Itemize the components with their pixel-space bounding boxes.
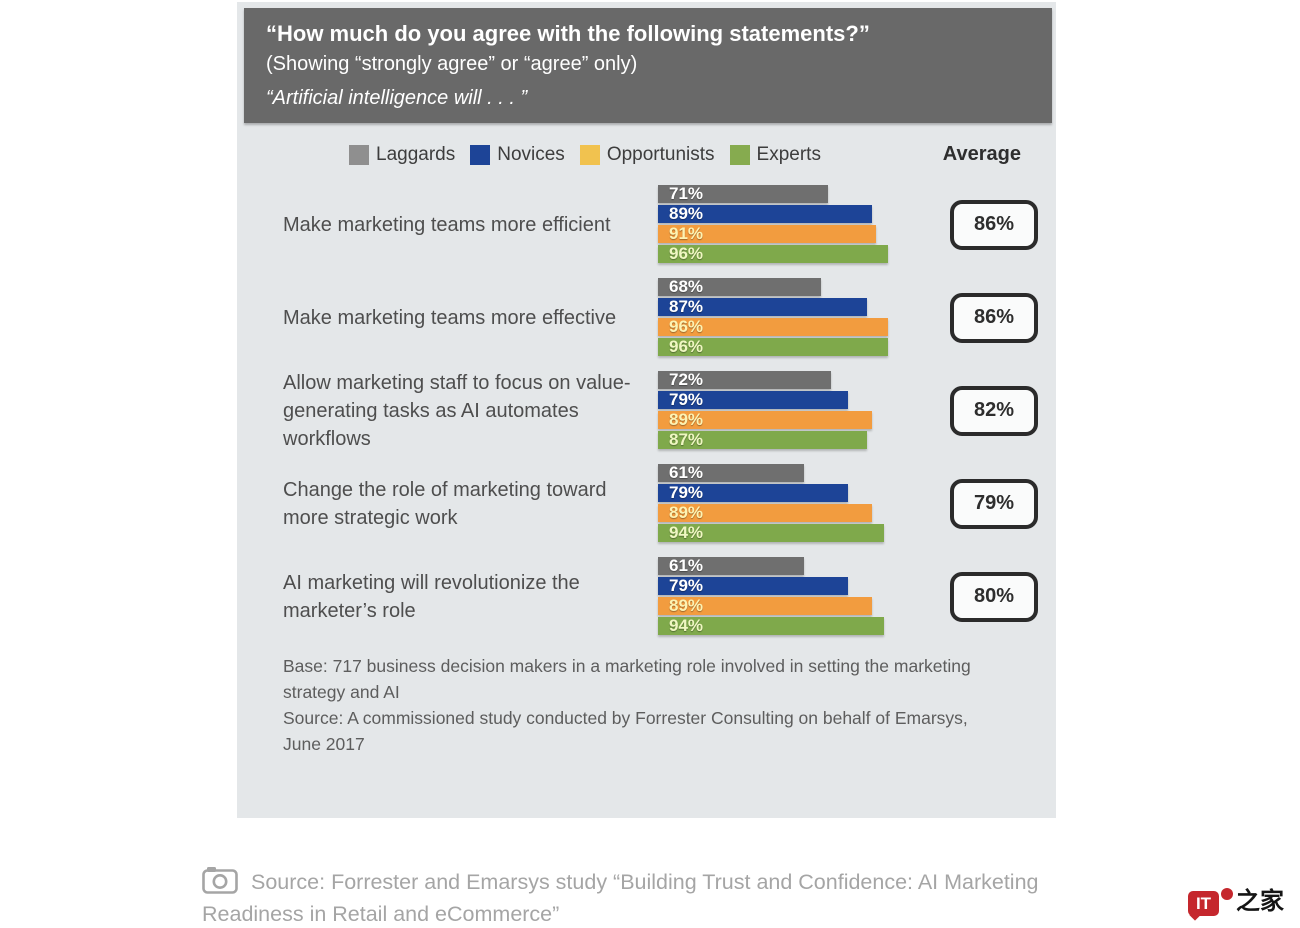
statement-label: AI marketing will revolutionize the mark…: [283, 571, 580, 622]
laggards-swatch-icon: [349, 144, 369, 165]
bar-value-label: 61%: [669, 555, 704, 575]
experts-swatch-icon: [729, 144, 750, 165]
bar-value-label: 96%: [669, 316, 704, 336]
legend-item-laggards: Laggards: [349, 144, 455, 166]
bar-opportunists: 89%: [658, 409, 872, 429]
bar-laggards: 68%: [658, 276, 822, 296]
legend-label: Opportunists: [606, 143, 715, 165]
chart-groups: Make marketing teams more efficient 71% 89…: [237, 178, 1056, 643]
bar-experts: 87%: [658, 429, 867, 449]
opportunists-swatch-icon: [579, 144, 600, 165]
bar-laggards: 61%: [658, 462, 805, 482]
bar-value-label: 89%: [669, 595, 704, 615]
bar-laggards: 71%: [658, 183, 829, 203]
bar-opportunists: 89%: [658, 502, 872, 522]
bar-value-label: 94%: [669, 615, 704, 635]
caption-text: Source: Forrester and Emarsys study “Bui…: [202, 870, 1039, 926]
ithome-watermark: IT 之家: [1188, 886, 1284, 921]
bar-novices: 79%: [658, 575, 848, 595]
ithome-logo-dot-icon: [1221, 888, 1233, 900]
bar-value-label: 71%: [669, 183, 704, 203]
bar-value-label: 89%: [669, 409, 704, 429]
bar-value-label: 96%: [669, 243, 704, 263]
bar-value-label: 87%: [669, 296, 704, 316]
bar-opportunists: 91%: [658, 223, 877, 243]
bar-opportunists: 89%: [658, 595, 872, 615]
legend-item-opportunists: Opportunists: [579, 143, 715, 166]
bar-cluster: 61% 79% 89% 94%: [658, 555, 903, 637]
ithome-logo-text: IT: [1195, 893, 1212, 913]
legend-label: Experts: [756, 143, 821, 165]
bar-cluster: 61% 79% 89% 94%: [658, 462, 903, 544]
bar-laggards: 61%: [658, 555, 805, 575]
statement-label: Allow marketing staff to focus on value-…: [283, 371, 631, 450]
bar-experts: 96%: [658, 336, 889, 356]
chart-subtitle: (Showing “strongly agree” or “agree” onl…: [266, 53, 638, 75]
footnotes: Base: 717 business decision makers in a …: [283, 653, 1007, 757]
legend-item-experts: Experts: [729, 143, 821, 166]
chart-group: Make marketing teams more efficient 71% 89…: [237, 178, 1056, 271]
chart-group: AI marketing will revolutionize the mark…: [237, 550, 1056, 643]
bar-value-label: 89%: [669, 203, 704, 223]
chart-lead-in: “Artificial intelligence will . . . ”: [266, 87, 528, 109]
ithome-logo-suffix: 之家: [1236, 887, 1284, 915]
camera-icon: [202, 866, 238, 901]
statement-label: Make marketing teams more efficient: [283, 213, 611, 236]
bar-value-label: 79%: [669, 389, 704, 409]
bar-value-label: 68%: [669, 276, 704, 296]
average-column-header: Average: [942, 143, 1021, 165]
bar-cluster: 72% 79% 89% 87%: [658, 369, 903, 451]
bar-value-label: 79%: [669, 575, 704, 595]
bar-value-label: 87%: [669, 429, 704, 449]
bar-value-label: 96%: [669, 336, 704, 356]
bar-cluster: 71% 89% 91% 96%: [658, 183, 903, 265]
average-badge: 82%: [950, 385, 1038, 436]
statement-label: Make marketing teams more effective: [283, 306, 617, 329]
bar-experts: 94%: [658, 615, 884, 635]
bar-value-label: 94%: [669, 522, 704, 542]
average-badge: 86%: [950, 199, 1038, 250]
bar-value-label: 91%: [669, 223, 704, 243]
chart-header: “How much do you agree with the followin…: [244, 8, 1052, 123]
chart-panel: “How much do you agree with the followin…: [237, 2, 1056, 818]
legend-label: Novices: [497, 143, 565, 165]
bar-cluster: 68% 87% 96% 96%: [658, 276, 903, 358]
chart-group: Make marketing teams more effective 68% 87…: [237, 271, 1056, 364]
bar-novices: 89%: [658, 203, 872, 223]
bar-experts: 96%: [658, 243, 889, 263]
legend: Laggards Novices Opportunists Experts Av…: [349, 143, 1038, 166]
bar-experts: 94%: [658, 522, 884, 542]
bar-value-label: 61%: [669, 462, 704, 482]
legend-item-novices: Novices: [470, 144, 565, 166]
ithome-logo-icon: IT: [1188, 891, 1219, 921]
average-badge: 79%: [950, 478, 1038, 529]
legend-label: Laggards: [376, 143, 456, 165]
chart-group: Allow marketing staff to focus on value-…: [237, 364, 1056, 457]
footnote-base: Base: 717 business decision makers in a …: [283, 656, 971, 702]
chart-title: “How much do you agree with the followin…: [266, 21, 870, 46]
footnote-source: Source: A commissioned study conducted b…: [283, 708, 968, 754]
bar-value-label: 89%: [669, 502, 704, 522]
chart-group: Change the role of marketing toward more…: [237, 457, 1056, 550]
novices-swatch-icon: [470, 144, 491, 165]
bar-value-label: 79%: [669, 482, 704, 502]
bar-opportunists: 96%: [658, 316, 889, 336]
image-caption: Source: Forrester and Emarsys study “Bui…: [202, 866, 1086, 928]
bar-novices: 87%: [658, 296, 867, 316]
statement-label: Change the role of marketing toward more…: [283, 478, 607, 529]
bar-laggards: 72%: [658, 369, 831, 389]
bar-novices: 79%: [658, 482, 848, 502]
average-badge: 80%: [950, 571, 1038, 622]
bar-value-label: 72%: [669, 369, 704, 389]
average-badge: 86%: [950, 292, 1038, 343]
bar-novices: 79%: [658, 389, 848, 409]
